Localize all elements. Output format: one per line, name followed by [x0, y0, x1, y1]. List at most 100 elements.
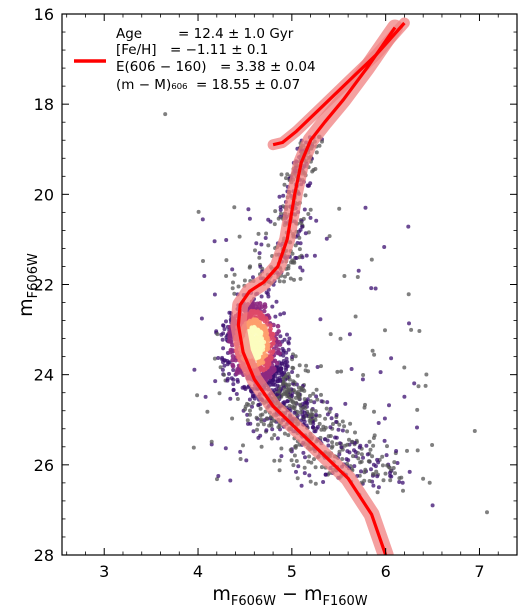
- star-point: [315, 365, 320, 369]
- star-point: [391, 466, 396, 470]
- star-point: [338, 336, 343, 341]
- star-point: [350, 439, 355, 444]
- star-point: [298, 402, 303, 407]
- star-point: [320, 139, 324, 144]
- star-point: [250, 404, 254, 409]
- star-point: [309, 408, 314, 413]
- star-point: [298, 276, 303, 281]
- star-point: [299, 483, 304, 488]
- star-point: [272, 433, 277, 437]
- star-point: [349, 367, 354, 371]
- star-point: [275, 323, 281, 329]
- star-point: [263, 236, 268, 240]
- axis-ticks: 3 4 5 6 7 16 18 20 22 24 26 28: [34, 5, 517, 581]
- star-point: [285, 272, 290, 276]
- star-point: [299, 406, 304, 411]
- star-point: [212, 239, 217, 244]
- star-point: [278, 312, 283, 317]
- x-tick-label: 3: [99, 562, 109, 581]
- star-point: [261, 308, 267, 314]
- x-tick-label: 6: [381, 562, 391, 581]
- star-point: [312, 429, 317, 434]
- star-point: [282, 311, 286, 316]
- star-point: [342, 274, 347, 278]
- legend-label-age: Age: [116, 26, 142, 42]
- legend-value-distance: = 18.55 ± 0.07: [196, 77, 300, 93]
- star-point: [298, 410, 303, 415]
- star-point: [218, 365, 223, 370]
- star-point: [195, 393, 200, 398]
- star-point: [288, 276, 293, 281]
- star-point: [370, 348, 375, 353]
- star-point: [374, 469, 379, 474]
- star-point: [282, 431, 287, 436]
- star-point: [222, 363, 227, 368]
- star-point: [369, 467, 373, 472]
- star-point: [306, 230, 311, 235]
- star-point: [312, 400, 317, 405]
- star-point: [294, 469, 298, 474]
- y-tick-label: 16: [34, 5, 54, 24]
- isochrone-line: [236, 26, 397, 555]
- star-point: [285, 172, 290, 177]
- star-point: [221, 331, 226, 336]
- star-point: [242, 278, 247, 283]
- star-point: [371, 483, 376, 488]
- star-point: [274, 299, 279, 304]
- star-point: [256, 422, 260, 427]
- star-point: [300, 255, 305, 260]
- star-point: [272, 388, 277, 393]
- star-point: [279, 373, 284, 378]
- star-point: [297, 442, 302, 447]
- star-point: [393, 471, 397, 476]
- star-point: [231, 387, 236, 392]
- star-point: [312, 253, 317, 258]
- star-point: [392, 460, 397, 465]
- star-point: [337, 422, 342, 427]
- star-point: [313, 465, 318, 470]
- star-point: [329, 416, 334, 421]
- star-point: [276, 216, 281, 221]
- star-point: [366, 459, 371, 464]
- star-point: [333, 435, 338, 440]
- legend-value-age: = 12.4 ± 1.0 Gyr: [178, 26, 294, 42]
- star-point: [363, 467, 368, 472]
- star-point: [293, 395, 298, 400]
- star-point: [297, 363, 302, 368]
- star-point: [406, 292, 411, 297]
- star-point: [279, 454, 284, 459]
- star-point: [301, 450, 306, 455]
- star-point: [382, 245, 387, 249]
- star-point: [279, 172, 284, 177]
- star-point: [372, 352, 377, 357]
- star-point: [264, 416, 269, 421]
- star-point: [380, 463, 385, 468]
- star-point: [277, 468, 282, 473]
- star-point: [221, 346, 226, 351]
- star-point: [329, 445, 334, 450]
- star-point: [294, 459, 299, 463]
- star-point: [337, 449, 342, 454]
- star-point: [306, 212, 311, 216]
- star-point: [373, 286, 378, 291]
- star-point: [312, 457, 316, 462]
- y-tick-label: 20: [34, 185, 54, 204]
- star-point: [245, 418, 250, 423]
- star-point: [290, 370, 295, 374]
- star-point: [250, 401, 255, 405]
- star-point: [202, 274, 207, 278]
- star-point: [369, 286, 374, 291]
- star-point: [269, 436, 274, 441]
- star-point: [363, 402, 367, 407]
- star-point: [259, 444, 264, 449]
- star-point: [288, 448, 293, 452]
- star-point: [217, 391, 222, 396]
- star-point: [298, 241, 303, 246]
- star-point: [485, 510, 489, 515]
- star-point: [290, 251, 295, 256]
- star-point: [280, 346, 285, 351]
- star-point: [286, 340, 291, 344]
- star-point: [285, 332, 289, 337]
- star-point: [201, 259, 205, 263]
- star-point: [319, 465, 324, 470]
